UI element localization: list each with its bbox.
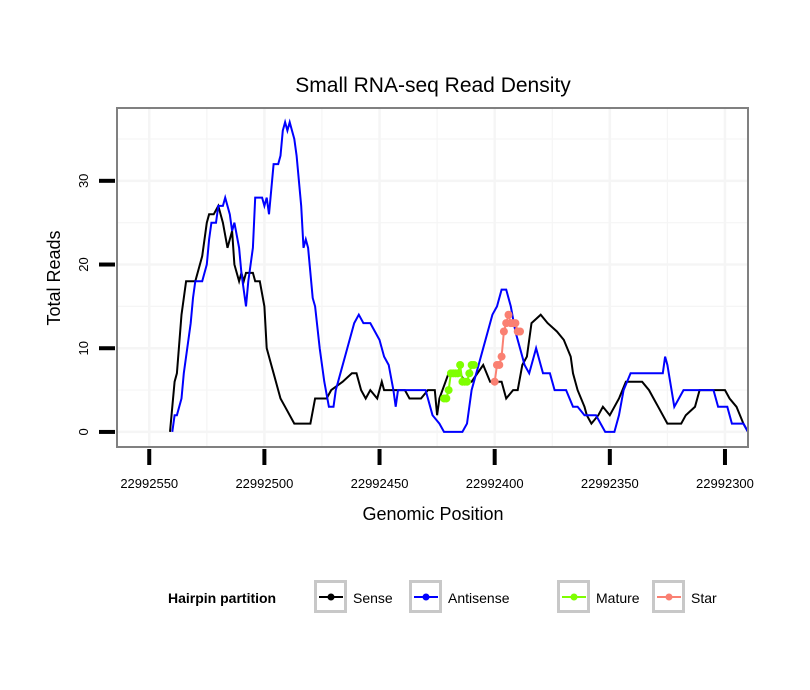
data-point bbox=[490, 377, 499, 386]
panel-border bbox=[116, 107, 749, 448]
legend: Hairpin partition Sense Antisense Mature St… bbox=[168, 580, 717, 613]
data-point bbox=[442, 394, 451, 403]
legend-title: Hairpin partition bbox=[168, 590, 276, 606]
data-point bbox=[504, 310, 513, 319]
y-tick-label: 20 bbox=[76, 257, 91, 271]
x-tick-label: 22992500 bbox=[235, 476, 293, 491]
data-point bbox=[465, 369, 474, 378]
x-tick-label: 22992350 bbox=[581, 476, 639, 491]
y-axis: 0 10 20 30 bbox=[76, 174, 115, 436]
legend-label: Sense bbox=[353, 590, 393, 606]
x-tick-label: 22992550 bbox=[120, 476, 178, 491]
plot-panel bbox=[116, 107, 749, 448]
legend-item-sense: Sense bbox=[314, 580, 393, 613]
legend-key-point bbox=[422, 593, 430, 601]
series-line-sense bbox=[169, 203, 749, 433]
data-point bbox=[444, 386, 453, 395]
legend-label: Mature bbox=[596, 590, 640, 606]
data-point bbox=[495, 360, 504, 369]
series-mature bbox=[440, 360, 478, 403]
data-point bbox=[499, 327, 508, 336]
y-tick-label: 10 bbox=[76, 341, 91, 355]
series-star bbox=[490, 310, 525, 386]
legend-key-point bbox=[665, 593, 673, 601]
data-point bbox=[453, 369, 462, 378]
data-point bbox=[463, 377, 472, 386]
legend-key-point bbox=[570, 593, 578, 601]
series-line-antisense bbox=[171, 118, 749, 433]
legend-item-antisense: Antisense bbox=[409, 580, 510, 613]
data-point bbox=[497, 352, 506, 361]
x-tick-label: 22992300 bbox=[696, 476, 754, 491]
x-tick-label: 22992450 bbox=[351, 476, 409, 491]
legend-item-star: Star bbox=[652, 580, 717, 613]
y-tick-label: 30 bbox=[76, 174, 91, 188]
chart-title: Small RNA-seq Read Density bbox=[295, 74, 571, 97]
legend-label: Star bbox=[691, 590, 717, 606]
x-axis: 22992550 22992500 22992450 22992400 22992350… bbox=[120, 449, 754, 491]
legend-item-mature: Mature bbox=[557, 580, 640, 613]
y-axis-title: Total Reads bbox=[44, 230, 64, 325]
data-point bbox=[456, 360, 465, 369]
y-tick-label: 0 bbox=[76, 428, 91, 435]
data-point bbox=[511, 319, 520, 328]
legend-key-point bbox=[327, 593, 335, 601]
x-tick-label: 22992400 bbox=[466, 476, 524, 491]
data-point bbox=[516, 327, 525, 336]
series-sense bbox=[169, 203, 749, 433]
data-point bbox=[469, 360, 478, 369]
series-antisense bbox=[171, 118, 749, 433]
x-axis-title: Genomic Position bbox=[362, 504, 503, 524]
legend-label: Antisense bbox=[448, 590, 510, 606]
